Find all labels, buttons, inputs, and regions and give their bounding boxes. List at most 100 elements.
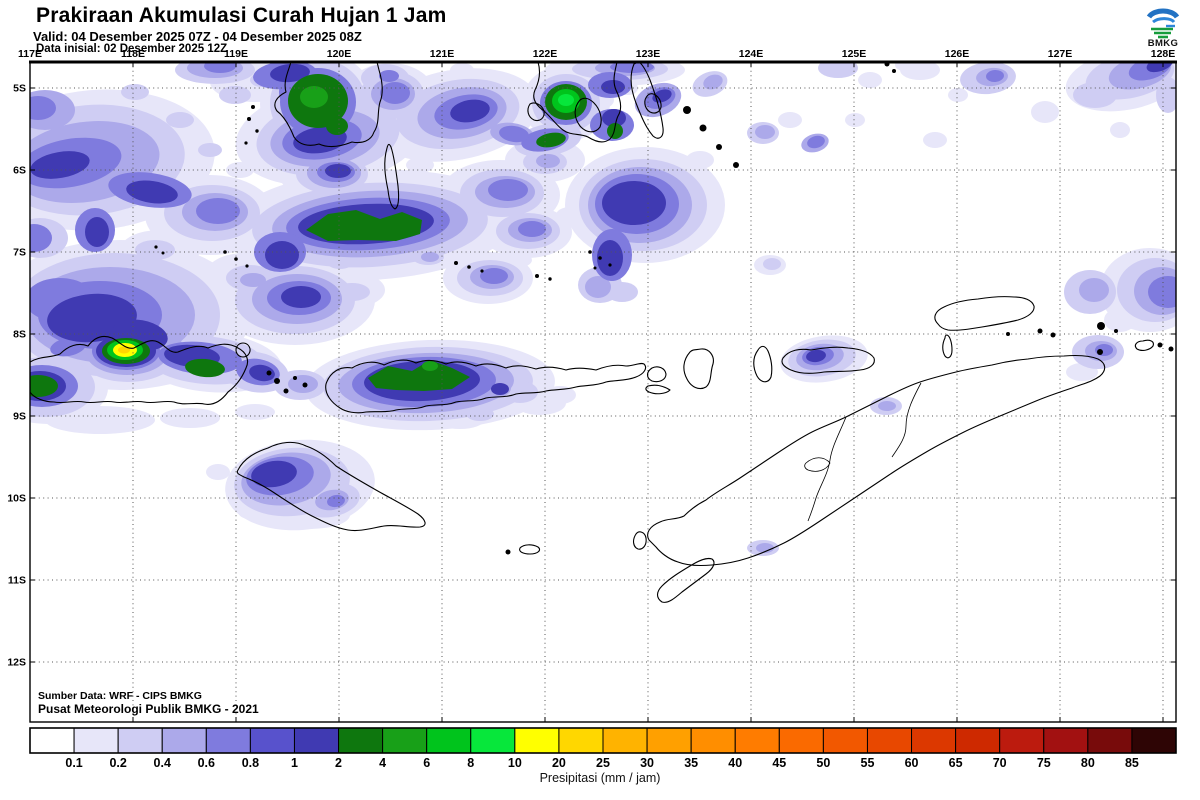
colorbar-label: 45 [772,756,786,770]
colorbar-segment [338,727,384,754]
lat-label: 10S [7,493,26,505]
lon-label: 117E [18,48,42,60]
islet-dot [266,370,272,376]
islet-dot [244,141,248,145]
precip-blob [818,62,858,78]
colorbar-label: 85 [1125,756,1139,770]
precip-blob [703,74,723,90]
colorbar-label: 60 [905,756,919,770]
colorbar-segment [1043,727,1089,754]
precipitation-layer [30,62,1176,556]
island-atauro [942,334,953,359]
islet-dot [505,549,511,555]
precip-blob [1079,278,1109,302]
colorbar-segment [73,727,119,754]
island-pantar [753,345,773,383]
island-flores [325,359,647,414]
precip-blob [878,401,896,411]
admin-border [891,382,922,458]
island-muna [574,97,602,133]
islet-dot [1097,322,1105,330]
precip-blob [450,63,474,77]
lon-label: 127E [1048,48,1073,60]
colorbar-segment [866,727,913,754]
islet-dot [154,245,158,249]
colorbar-segment [293,727,340,754]
precip-blob [368,360,470,391]
colorbar-label: 0.8 [242,756,259,770]
colorbar-label: 1 [291,756,298,770]
islet-dot [247,117,251,121]
islet-dot [1114,329,1118,333]
precip-blob [845,113,865,127]
precip-blob [300,86,328,108]
colorbar-label: 80 [1081,756,1095,770]
colorbar: 0.1 0.2 0.4 0.6 0.8 1 2 4 6 8 10 20 25 30 35 40 45 50 55 60… [29,727,1177,770]
islet-dot [598,256,602,260]
islet-dot [245,264,249,268]
islet-dot [608,263,612,267]
colorbar-segment [955,727,1001,754]
axis-labels-layer: 117E 118E 119E 120E 121E 122E 123E 124E 125E 126E… [7,48,1175,669]
precip-blob [1073,82,1117,108]
lat-label: 5S [13,83,26,95]
colorbar-label: 35 [684,756,698,770]
precip-blob [488,179,528,201]
precip-blob [499,125,529,143]
colorbar-label: 0.4 [154,756,171,770]
colorbar-label: 6 [423,756,430,770]
colorbar-segment [426,727,472,754]
islet-dot [1157,342,1163,348]
precip-blob [610,62,654,73]
colorbar-segment [514,727,560,754]
islet-dot [480,269,484,273]
precip-blob [585,276,611,298]
precip-blob [1104,308,1136,332]
grid-layer [30,62,1176,722]
lat-label: 11S [8,575,26,587]
colorbar-outline [29,727,1177,754]
colorbar-label: 70 [993,756,1007,770]
precip-blob [50,337,86,357]
data-source-line: Sumber Data: WRF - CIPS BMKG [38,690,202,702]
precip-blob [686,151,714,169]
precip-blob [1146,62,1174,73]
colorbar-label: 40 [728,756,742,770]
lat-label: 8S [13,329,26,341]
precip-blob [508,253,532,267]
island-kabaena [527,102,545,122]
island-timor [647,354,1106,567]
precip-blob [763,258,781,270]
lon-label: 124E [739,48,764,60]
precip-blob [204,62,236,73]
lon-label: 122E [533,48,558,60]
admin-border [807,416,847,522]
page-title: Prakiraan Akumulasi Curah Hujan 1 Jam [36,4,447,27]
islet-dot [1037,328,1043,334]
colorbar-segment [602,727,648,754]
colorbar-label: 0.2 [109,756,126,770]
precip-blob [270,63,310,83]
precip-blob [265,241,299,269]
precip-blob [601,80,625,94]
precip-blob [198,143,222,157]
colorbar-segment [382,727,428,754]
colorbar-segment [690,727,736,754]
precip-blob [1156,77,1176,113]
colorbar-label: 75 [1037,756,1051,770]
island-kepulauan-leti [1134,339,1154,351]
precip-blob [219,86,251,104]
islet-dot [283,388,289,394]
precip-blob [755,125,775,139]
precip-blob [536,132,566,148]
precip-blob [196,198,240,224]
precip-blob [166,112,194,128]
precip-blob [450,99,490,123]
logo-cloud-arc-2 [1152,17,1176,24]
island-sumba [236,441,426,532]
precip-blob [597,240,623,276]
precip-blob [986,69,1004,83]
precip-blob [923,132,947,148]
precip-blob [327,255,353,269]
